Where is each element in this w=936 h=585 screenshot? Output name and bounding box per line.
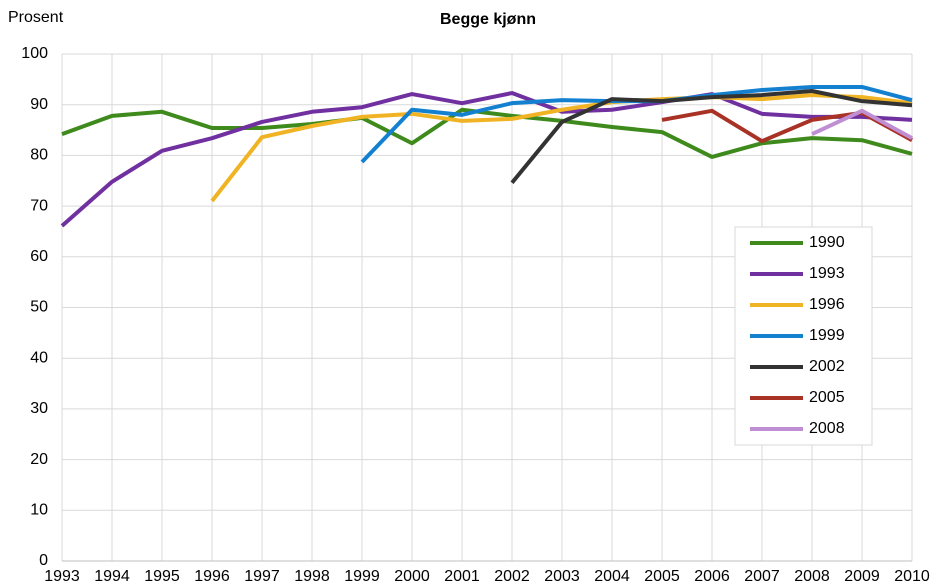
y-tick-label: 30 (30, 400, 48, 417)
x-tick-label: 2008 (794, 568, 830, 585)
series-line (60, 91, 913, 228)
series-line (61, 107, 913, 159)
y-tick-label: 60 (30, 248, 48, 265)
legend-label: 2008 (809, 420, 845, 437)
x-tick-label: 2000 (394, 568, 430, 585)
series-line (210, 93, 913, 203)
y-tick-label: 50 (30, 299, 48, 316)
legend-label: 1996 (809, 296, 845, 313)
y-tick-label: 20 (30, 451, 48, 468)
x-tick-label: 2010 (894, 568, 930, 585)
x-tick-label: 2006 (694, 568, 730, 585)
x-tick-label: 1994 (94, 568, 130, 585)
y-tick-label: 80 (30, 147, 48, 164)
x-tick-label: 2002 (494, 568, 530, 585)
x-tick-label: 2009 (844, 568, 880, 585)
chart-title: Begge kjønn (440, 11, 536, 28)
x-tick-label: 2004 (594, 568, 630, 585)
y-tick-label: 70 (30, 197, 48, 214)
legend-label: 1993 (809, 265, 845, 282)
x-tick-label: 1997 (244, 568, 280, 585)
x-tick-label: 1999 (344, 568, 380, 585)
y-tick-label: 100 (21, 45, 48, 62)
y-tick-label: 90 (30, 96, 48, 113)
x-tick-label: 2005 (644, 568, 680, 585)
series-line (811, 108, 913, 140)
x-tick-label: 2001 (444, 568, 480, 585)
y-tick-label: 0 (39, 552, 48, 569)
x-tick-label: 2003 (544, 568, 580, 585)
x-tick-label: 1995 (144, 568, 180, 585)
x-tick-label: 1993 (44, 568, 80, 585)
x-tick-label: 1998 (294, 568, 330, 585)
y-axis-label: Prosent (8, 9, 64, 26)
legend-label: 2005 (809, 389, 845, 406)
y-tick-label: 10 (30, 502, 48, 519)
x-tick-label: 2007 (744, 568, 780, 585)
legend-label: 2002 (809, 358, 845, 375)
y-tick-label: 40 (30, 349, 48, 366)
series-line (510, 89, 913, 185)
legend-label: 1999 (809, 327, 845, 344)
legend-label: 1990 (809, 234, 845, 251)
x-tick-label: 1996 (194, 568, 230, 585)
